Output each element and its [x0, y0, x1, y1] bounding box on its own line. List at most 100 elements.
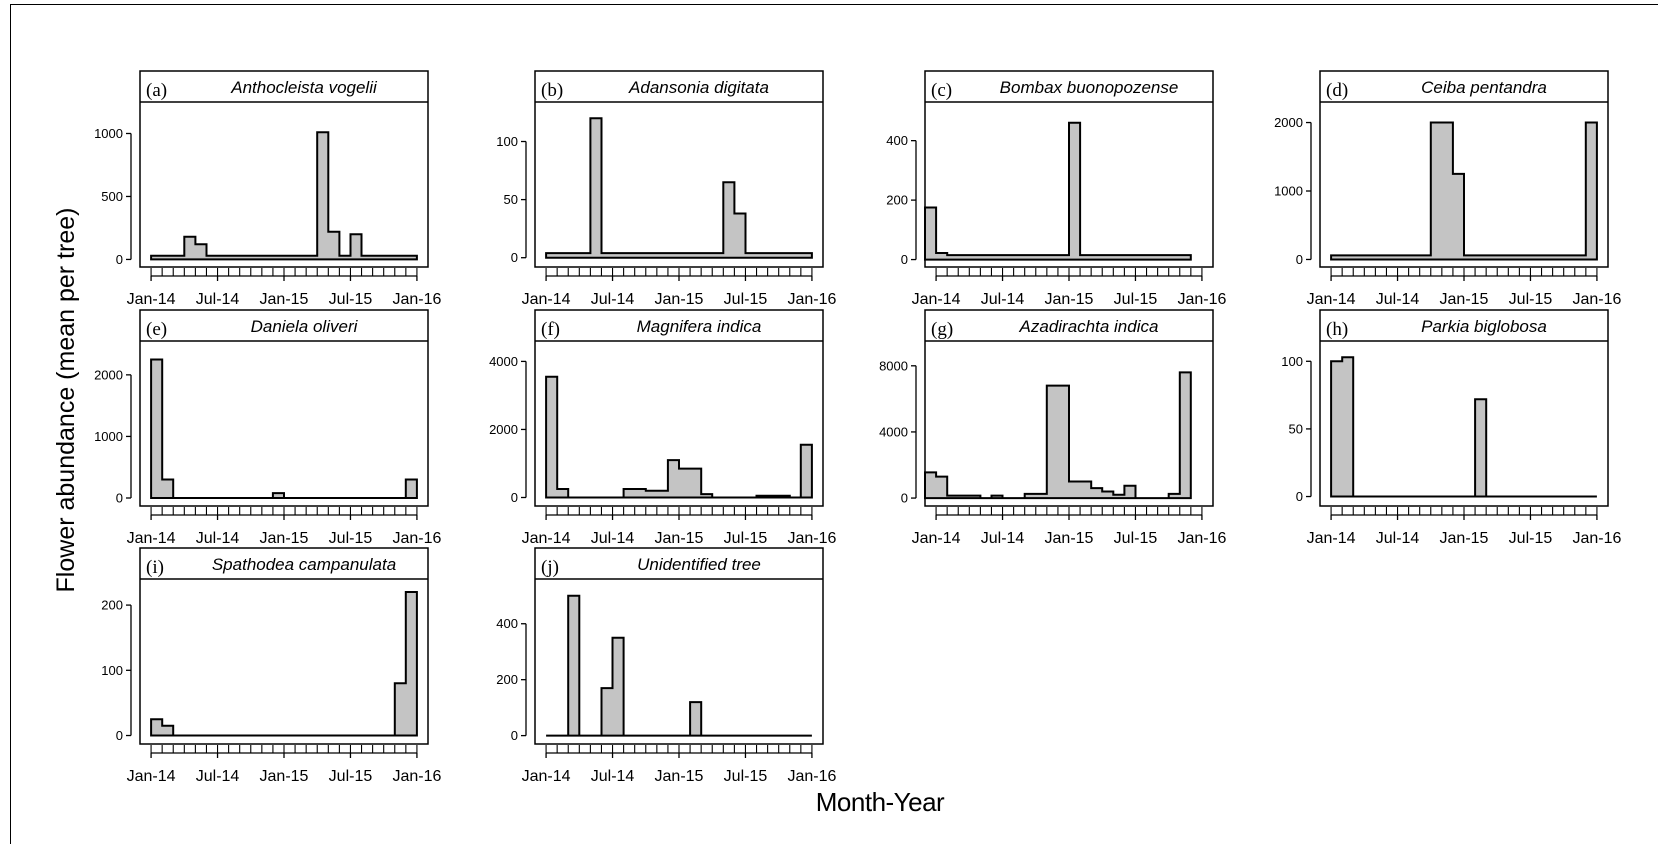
y-tick-label: 1000 — [94, 429, 123, 444]
x-tick-label: Jan-14 — [1307, 291, 1356, 308]
x-tick-label: Jan-14 — [522, 768, 571, 785]
x-tick-label: Jul-14 — [196, 530, 240, 547]
y-tick-label: 100 — [101, 663, 123, 678]
panel-letter: (h) — [1326, 319, 1348, 340]
x-tick-label: Jul-15 — [329, 768, 373, 785]
y-tick-label: 0 — [1296, 252, 1303, 267]
x-tick-label: Jan-16 — [392, 530, 441, 547]
panel-title: Anthocleista vogelii — [230, 78, 378, 97]
panel-letter: (d) — [1326, 80, 1348, 101]
panel-frame — [1319, 70, 1609, 268]
x-tick-label: Jan-15 — [260, 768, 309, 785]
figure-frame — [10, 4, 1658, 844]
panel-frame — [534, 70, 824, 268]
y-tick-label: 0 — [511, 728, 518, 743]
x-tick-label: Jul-14 — [196, 768, 240, 785]
x-tick-label: Jan-15 — [260, 530, 309, 547]
y-tick-label: 2000 — [94, 367, 123, 382]
x-tick-label: Jul-15 — [1114, 291, 1158, 308]
panel-frame — [534, 547, 824, 745]
y-tick-label: 400 — [496, 616, 518, 631]
panel-title: Unidentified tree — [637, 555, 761, 574]
y-tick-label: 0 — [901, 252, 908, 267]
x-tick-label: Jul-14 — [1376, 291, 1420, 308]
x-tick-label: Jul-14 — [1376, 530, 1420, 547]
x-tick-label: Jan-14 — [1307, 530, 1356, 547]
series-step-area — [545, 117, 813, 259]
y-tick-label: 1000 — [1274, 184, 1303, 199]
y-tick-label: 2000 — [1274, 115, 1303, 130]
panel-title: Azadirachta indica — [1019, 317, 1159, 336]
x-tick-label: Jan-16 — [1177, 291, 1226, 308]
panel-9: (i) Spathodea campanulata Jan-14 Jul-14 Jan-… — [101, 547, 441, 785]
y-tick-label: 0 — [511, 490, 518, 505]
panel-title: Bombax buonopozense — [1000, 78, 1179, 97]
y-tick-label: 1000 — [94, 126, 123, 141]
panel-frame — [139, 70, 429, 268]
x-tick-label: Jan-16 — [1572, 291, 1621, 308]
y-tick-label: 200 — [886, 193, 908, 208]
x-tick-label: Jan-15 — [1440, 530, 1489, 547]
panel-title: Parkia biglobosa — [1421, 317, 1547, 336]
y-tick-label: 100 — [1281, 354, 1303, 369]
y-tick-label: 2000 — [489, 422, 518, 437]
y-tick-label: 0 — [116, 728, 123, 743]
panel-8: (h) Parkia biglobosa Jan-14 Jul-14 Jan-15 Jul… — [1281, 309, 1621, 547]
y-tick-label: 4000 — [879, 424, 908, 439]
series-step-area — [1330, 356, 1597, 498]
x-tick-label: Jan-14 — [912, 291, 961, 308]
x-tick-label: Jul-15 — [724, 291, 768, 308]
y-tick-label: 0 — [511, 250, 518, 265]
x-tick-label: Jul-14 — [591, 530, 635, 547]
x-tick-label: Jul-15 — [724, 530, 768, 547]
x-tick-label: Jan-16 — [787, 768, 836, 785]
panel-6: (f) Magnifera indica Jan-14 Jul-14 Jan-15 Jul… — [489, 309, 836, 547]
x-tick-label: Jan-16 — [787, 291, 836, 308]
x-tick-label: Jan-14 — [522, 530, 571, 547]
panel-letter: (i) — [146, 557, 164, 578]
panel-frame — [1319, 309, 1609, 507]
series-step-area — [546, 594, 812, 737]
x-tick-label: Jul-15 — [724, 768, 768, 785]
panel-10: (j) Unidentified tree Jan-14 Jul-14 Jan-15 Ju… — [496, 547, 836, 785]
x-tick-label: Jul-14 — [196, 291, 240, 308]
y-tick-label: 200 — [496, 672, 518, 687]
x-tick-label: Jul-15 — [1509, 291, 1553, 308]
y-tick-label: 500 — [101, 189, 123, 204]
y-tick-label: 50 — [504, 192, 518, 207]
x-tick-label: Jul-14 — [591, 768, 635, 785]
panel-2: (b) Adansonia digitata Jan-14 Jul-14 Jan-15 J… — [496, 70, 836, 308]
panel-title: Ceiba pentandra — [1421, 78, 1547, 97]
panel-1: (a) Anthocleista vogelii Jan-14 Jul-14 Jan-1… — [94, 70, 441, 308]
panel-letter: (g) — [931, 319, 953, 340]
panel-letter: (c) — [931, 80, 952, 101]
x-tick-label: Jul-15 — [329, 291, 373, 308]
x-tick-label: Jul-14 — [591, 291, 635, 308]
y-tick-label: 200 — [101, 598, 123, 613]
x-tick-label: Jan-16 — [1572, 530, 1621, 547]
series-step-area — [545, 375, 813, 499]
y-tick-label: 0 — [116, 252, 123, 267]
y-tick-label: 4000 — [489, 354, 518, 369]
panel-frame — [139, 547, 429, 745]
panel-frame — [139, 309, 429, 507]
series-step-area — [1330, 121, 1598, 261]
x-tick-label: Jan-15 — [1440, 291, 1489, 308]
y-tick-label: 50 — [1289, 421, 1303, 436]
panel-3: (c) Bombax buonopozense Jan-14 Jul-14 Jan-15… — [886, 70, 1226, 308]
y-tick-label: 100 — [496, 134, 518, 149]
y-tick-label: 400 — [886, 133, 908, 148]
x-tick-label: Jan-16 — [392, 768, 441, 785]
x-tick-label: Jul-14 — [981, 291, 1025, 308]
x-tick-label: Jan-15 — [655, 291, 704, 308]
panel-letter: (b) — [541, 80, 563, 101]
x-tick-label: Jan-15 — [655, 768, 704, 785]
x-tick-label: Jul-15 — [1114, 530, 1158, 547]
panel-letter: (e) — [146, 319, 167, 340]
panel-4: (d) Ceiba pentandra Jan-14 Jul-14 Jan-15 Jul-… — [1274, 70, 1621, 308]
x-tick-label: Jan-16 — [1177, 530, 1226, 547]
x-tick-label: Jan-15 — [1045, 530, 1094, 547]
panel-5: (e) Daniela oliveri Jan-14 Jul-14 Jan-15 Jul-… — [94, 309, 441, 547]
series-step-area — [150, 591, 418, 737]
y-tick-label: 0 — [901, 491, 908, 506]
